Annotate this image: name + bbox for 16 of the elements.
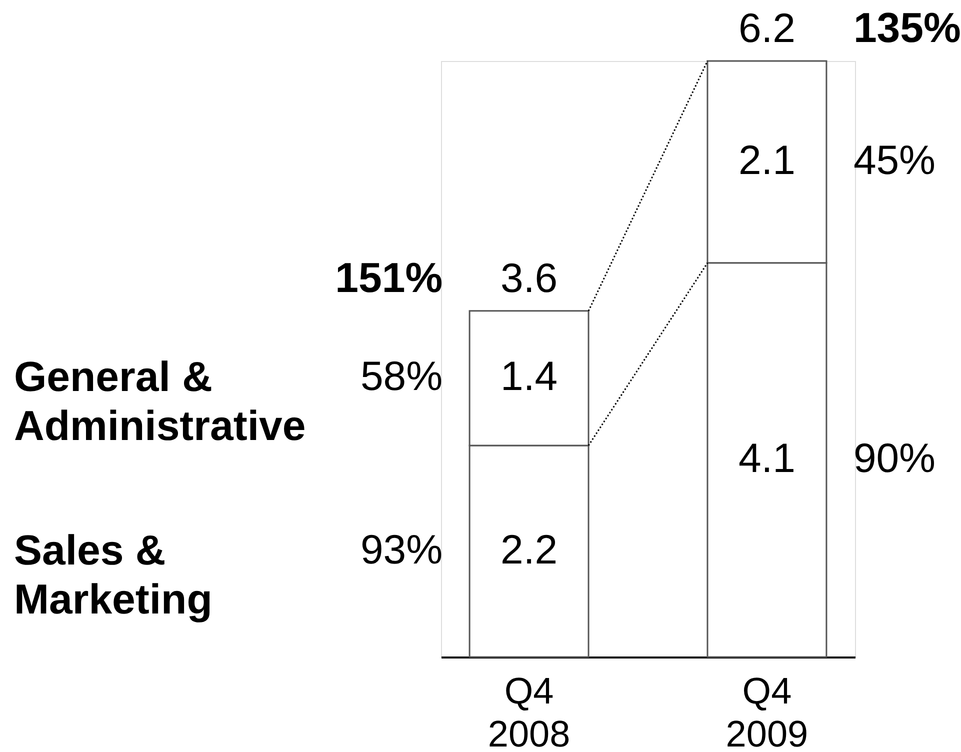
annotation: 93% xyxy=(360,526,443,572)
annotation: 58% xyxy=(360,353,443,400)
x-tick-label: Q4 2009 xyxy=(726,670,808,752)
data-label: 2.2 xyxy=(500,526,558,572)
x-tick-label: Q4 2008 xyxy=(488,670,570,752)
text: Sales & Marketing xyxy=(14,526,212,622)
data-label: 2.1 xyxy=(738,136,796,183)
total-label: 6.2 xyxy=(738,5,796,51)
annotation: 90% xyxy=(853,434,936,481)
annotation: 45% xyxy=(853,136,936,183)
data-label: 4.1 xyxy=(738,434,796,481)
annotation: 135% xyxy=(853,4,961,51)
data-label: 1.4 xyxy=(500,353,558,400)
text: General & Administrative xyxy=(14,353,306,450)
annotation: 151% xyxy=(335,254,443,301)
total-label: 3.6 xyxy=(500,254,558,301)
